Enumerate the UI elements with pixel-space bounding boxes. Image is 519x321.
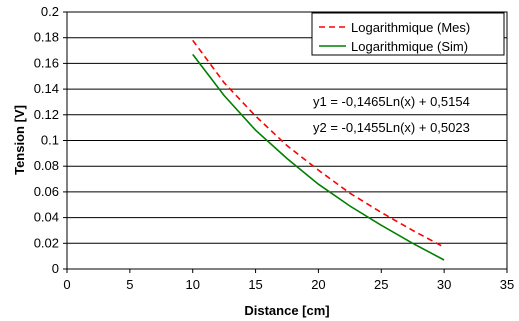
y-axis: 0 0.02 0.04 0.06 0.08 0.1 0.12 0.14 0.16 0.18 0.2	[34, 4, 67, 276]
x-tick-label: 10	[185, 277, 199, 292]
legend-label-sim: Logarithmique (Sim)	[351, 39, 468, 54]
y-tick-label: 0.12	[34, 107, 59, 122]
x-tick-label: 25	[374, 277, 388, 292]
x-tick-label: 0	[63, 277, 70, 292]
grid-lines	[67, 37, 507, 244]
legend-label-mes: Logarithmique (Mes)	[351, 20, 470, 35]
series-lines	[192, 39, 445, 261]
y-tick-label: 0.14	[34, 81, 59, 96]
series-line-sim	[192, 53, 445, 261]
y-tick-label: 0.16	[34, 55, 59, 70]
legend: Logarithmique (Mes) Logarithmique (Sim)	[311, 12, 505, 56]
x-axis: 0 5 10 15 20 25 30 35	[63, 269, 514, 292]
x-tick-label: 5	[126, 277, 133, 292]
y-tick-label: 0.08	[34, 158, 59, 173]
y-tick-label: 0	[52, 261, 59, 276]
y-tick-label: 0.2	[41, 4, 59, 19]
x-tick-label: 35	[500, 277, 514, 292]
y-tick-label: 0.02	[34, 235, 59, 250]
equation-y1: y1 = -0,1465Ln(x) + 0,5154	[313, 94, 470, 109]
x-tick-label: 30	[437, 277, 451, 292]
y-tick-label: 0.1	[41, 133, 59, 148]
y-tick-label: 0.06	[34, 184, 59, 199]
x-tick-label: 20	[311, 277, 325, 292]
legend-box	[311, 12, 505, 56]
y-axis-title: Tension [V]	[12, 105, 27, 175]
x-tick-label: 15	[248, 277, 262, 292]
x-axis-title: Distance [cm]	[244, 303, 329, 318]
equation-y2: y2 = -0,1455Ln(x) + 0,5023	[313, 120, 470, 135]
y-tick-label: 0.04	[34, 210, 59, 225]
series-line-mes	[192, 39, 445, 248]
y-tick-label: 0.18	[34, 30, 59, 45]
